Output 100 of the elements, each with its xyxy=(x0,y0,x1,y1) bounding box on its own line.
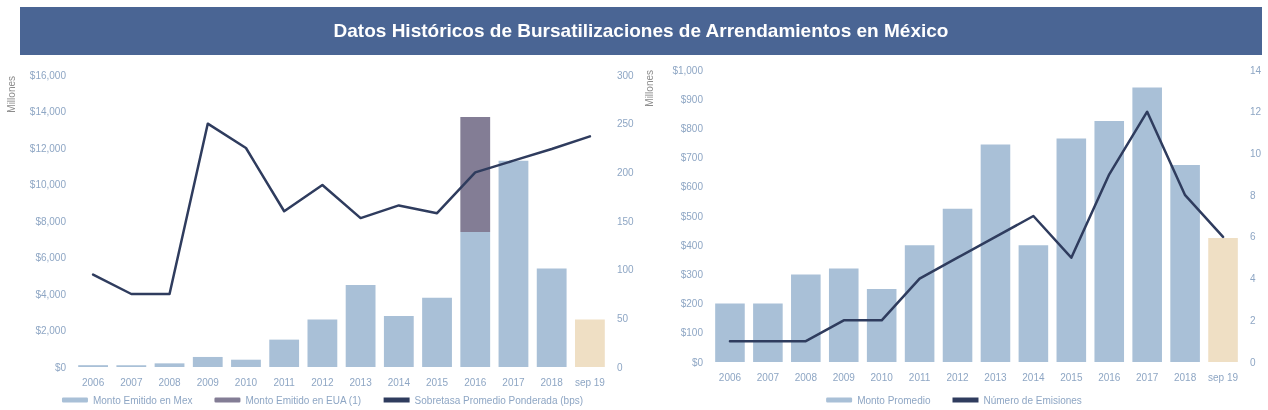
legend-label: Monto Promedio xyxy=(857,394,931,406)
bar xyxy=(498,160,529,367)
x-tick-label: 2009 xyxy=(832,371,856,383)
y-tick-label: $16,000 xyxy=(29,69,67,81)
x-tick-label: 2007 xyxy=(756,371,780,383)
y2-tick-label: 100 xyxy=(617,264,635,276)
x-tick-label: 2015 xyxy=(425,376,449,388)
legend-label: Monto Emitido en Mex xyxy=(92,394,193,406)
y2-tick-label: 12 xyxy=(1250,106,1262,118)
x-tick-label: 2014 xyxy=(1022,371,1045,383)
bar xyxy=(1132,87,1162,362)
y2-tick-label: 0 xyxy=(617,361,623,373)
y-axis-title: Millones xyxy=(643,69,655,107)
y2-tick-label: 14 xyxy=(1250,64,1262,76)
line-series xyxy=(91,122,592,296)
y-tick-label: $6,000 xyxy=(35,252,67,263)
y-tick-label: $400 xyxy=(680,239,704,251)
bar xyxy=(715,303,745,362)
bar xyxy=(536,268,567,367)
y-tick-label: $800 xyxy=(680,122,704,134)
y-tick-label: $600 xyxy=(680,181,704,193)
x-tick-label: 2007 xyxy=(120,376,143,388)
bar xyxy=(192,356,223,367)
bar xyxy=(345,284,376,367)
y-tick-label: $200 xyxy=(680,298,704,310)
bar xyxy=(942,208,973,362)
bar xyxy=(460,116,491,232)
legend-label: Sobretasa Promedio Ponderada (bps) xyxy=(414,394,584,406)
y2-tick-label: 10 xyxy=(1250,147,1262,159)
y-tick-label: $0 xyxy=(54,361,67,373)
y-tick-label: $8,000 xyxy=(35,215,67,227)
y-tick-label: $900 xyxy=(680,93,704,105)
y-tick-label: $1,000 xyxy=(672,64,704,76)
bar xyxy=(1170,164,1200,362)
bar xyxy=(1208,237,1238,362)
line-series xyxy=(728,110,1225,343)
bar xyxy=(791,274,821,362)
y-tick-label: $12,000 xyxy=(29,142,67,154)
x-tick-label: 2006 xyxy=(718,371,742,383)
x-tick-label: 2008 xyxy=(158,376,182,388)
bar xyxy=(574,319,605,367)
bar xyxy=(269,339,300,367)
legend-label: Número de Emisiones xyxy=(983,394,1082,406)
y-tick-label: $14,000 xyxy=(29,106,67,117)
y2-tick-label: 8 xyxy=(1250,189,1256,201)
y-tick-label: $700 xyxy=(680,152,704,164)
legend-label: Monto Emitido en EUA (1) xyxy=(245,394,362,406)
bar xyxy=(231,359,261,367)
bar xyxy=(1018,245,1049,362)
x-tick-label: 2013 xyxy=(349,376,373,388)
bar xyxy=(753,303,783,362)
y2-tick-label: 2 xyxy=(1250,314,1256,326)
x-tick-label: sep 19 xyxy=(1208,371,1239,383)
x-tick-label: 2012 xyxy=(946,371,970,383)
y-tick-label: $500 xyxy=(680,210,704,222)
y-tick-label: $100 xyxy=(680,327,704,339)
x-tick-label: 2006 xyxy=(81,376,105,388)
y2-tick-label: 200 xyxy=(617,166,635,178)
x-tick-label: sep 19 xyxy=(574,376,606,388)
y2-tick-label: 300 xyxy=(617,69,635,81)
y2-tick-label: 250 xyxy=(617,118,635,130)
x-tick-label: 2014 xyxy=(387,376,411,388)
y2-tick-label: 0 xyxy=(1250,356,1256,368)
bar xyxy=(866,289,897,362)
bar xyxy=(307,319,338,367)
y2-tick-label: 150 xyxy=(617,215,635,227)
x-tick-label: 2012 xyxy=(311,376,334,388)
x-tick-label: 2010 xyxy=(870,371,894,383)
x-tick-label: 2016 xyxy=(464,376,487,388)
x-tick-label: 2010 xyxy=(234,376,258,388)
x-tick-label: 2008 xyxy=(794,371,818,383)
bar xyxy=(980,144,1011,362)
bar xyxy=(828,268,859,362)
x-tick-label: 2017 xyxy=(502,376,526,388)
x-tick-label: 2016 xyxy=(1098,371,1121,383)
bar xyxy=(904,245,935,362)
bar xyxy=(383,315,414,367)
bar xyxy=(154,363,185,367)
x-tick-label: 2017 xyxy=(1136,371,1159,383)
y-tick-label: $300 xyxy=(680,268,704,280)
x-tick-label: 2015 xyxy=(1060,371,1083,383)
x-tick-label: 2018 xyxy=(1173,371,1197,383)
y-tick-label: $2,000 xyxy=(35,325,67,336)
x-tick-label: 2009 xyxy=(196,376,220,388)
y-tick-label: $10,000 xyxy=(29,179,67,190)
y-tick-label: $0 xyxy=(691,356,704,368)
bar xyxy=(422,297,452,367)
y-tick-label: $4,000 xyxy=(35,288,67,300)
y2-tick-label: 50 xyxy=(617,312,629,324)
bar xyxy=(1094,121,1125,362)
x-tick-label: 2013 xyxy=(984,371,1008,383)
bar xyxy=(1056,138,1087,362)
y2-tick-label: 4 xyxy=(1250,273,1256,285)
x-tick-label: 2011 xyxy=(908,371,931,383)
chart-title: Datos Históricos de Bursatilizaciones de Arrendamientos en México xyxy=(333,20,949,42)
x-tick-label: 2011 xyxy=(273,376,296,388)
y2-tick-label: 6 xyxy=(1250,231,1256,243)
bar xyxy=(460,231,491,367)
y-axis-title: Millones xyxy=(5,75,17,113)
x-tick-label: 2018 xyxy=(540,376,564,388)
